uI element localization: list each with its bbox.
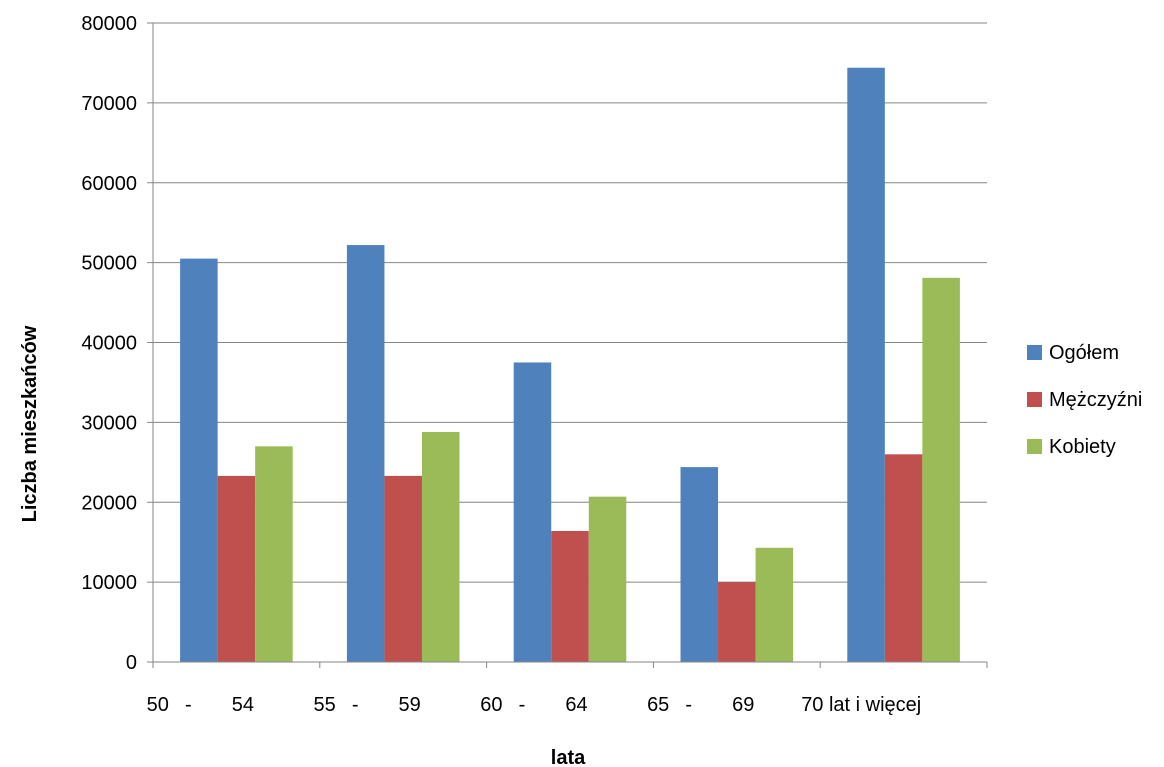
y-tick-label: 40000: [81, 333, 137, 355]
x-tick-label: 65: [647, 694, 669, 716]
bar-kobiety: [588, 496, 627, 662]
x-tick-label: 69: [732, 694, 754, 716]
bar-ogolem: [847, 67, 885, 663]
x-axis-title: lata: [551, 747, 586, 767]
bar-kobiety: [421, 431, 460, 662]
bar-mezczyzni: [551, 531, 589, 662]
bar-mezczyzni: [884, 454, 923, 662]
legend-label: Kobiety: [1049, 436, 1116, 458]
legend-label: Mężczyźni: [1049, 389, 1142, 411]
x-tick-labels: 50-54 55-59 60-64 65-69 70 lat i więcej: [147, 694, 922, 716]
x-tick-label: 50: [147, 694, 169, 716]
y-tick-label: 50000: [81, 253, 137, 275]
legend-swatch: [1027, 345, 1042, 360]
legend: Ogółem Mężczyźni Kobiety: [1027, 342, 1142, 458]
bar-ogolem: [680, 467, 719, 662]
y-tick-labels: 0 10000 20000 30000 40000 50000 60000 70000 8000…: [81, 13, 137, 674]
x-tick-label: 64: [565, 694, 587, 716]
legend-label: Ogółem: [1049, 342, 1119, 364]
x-tick-label: -: [685, 694, 692, 716]
y-tick-label: 0: [126, 652, 137, 674]
x-tick-label: 60: [480, 694, 502, 716]
x-tick-label: 55: [313, 694, 335, 716]
bar-ogolem: [346, 245, 385, 663]
y-tick-label: 70000: [81, 93, 137, 115]
bar-ogolem: [513, 362, 552, 662]
bar-mezczyzni: [217, 475, 256, 662]
bar-kobiety: [922, 277, 960, 662]
x-tick-label: 59: [399, 694, 421, 716]
y-tick-label: 30000: [81, 412, 137, 434]
legend-swatch: [1027, 439, 1042, 454]
bar-mezczyzni: [384, 475, 422, 662]
y-tick-label: 60000: [81, 173, 137, 195]
y-tick-label: 10000: [81, 572, 137, 594]
x-tick-label: -: [352, 694, 359, 716]
x-tick-label: 70 lat i więcej: [801, 694, 921, 716]
legend-swatch: [1027, 392, 1042, 407]
bar-ogolem: [180, 258, 218, 662]
bar-mezczyzni: [718, 582, 756, 662]
x-tick-label: -: [519, 694, 526, 716]
y-axis-title: Liczba mieszkańców: [19, 325, 41, 522]
y-tick-label: 80000: [81, 13, 137, 35]
y-tick-label: 20000: [81, 492, 137, 514]
axes: [147, 22, 988, 668]
x-tick-label: -: [185, 694, 192, 716]
bar-kobiety: [755, 547, 794, 662]
x-tick-label: 54: [232, 694, 254, 716]
bars: [180, 67, 960, 663]
bar-kobiety: [255, 446, 293, 662]
